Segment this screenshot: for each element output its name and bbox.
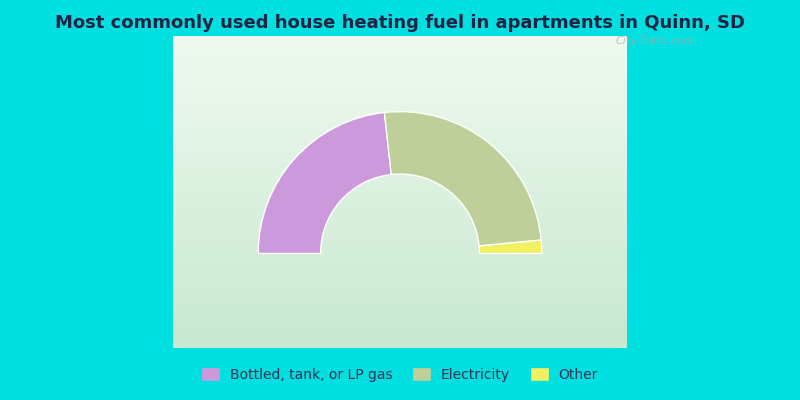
Wedge shape xyxy=(258,112,391,254)
Text: City-Data.com: City-Data.com xyxy=(615,36,695,46)
Text: Most commonly used house heating fuel in apartments in Quinn, SD: Most commonly used house heating fuel in… xyxy=(55,14,745,32)
Wedge shape xyxy=(385,112,541,246)
Legend: Bottled, tank, or LP gas, Electricity, Other: Bottled, tank, or LP gas, Electricity, O… xyxy=(196,362,604,387)
Wedge shape xyxy=(479,240,542,254)
